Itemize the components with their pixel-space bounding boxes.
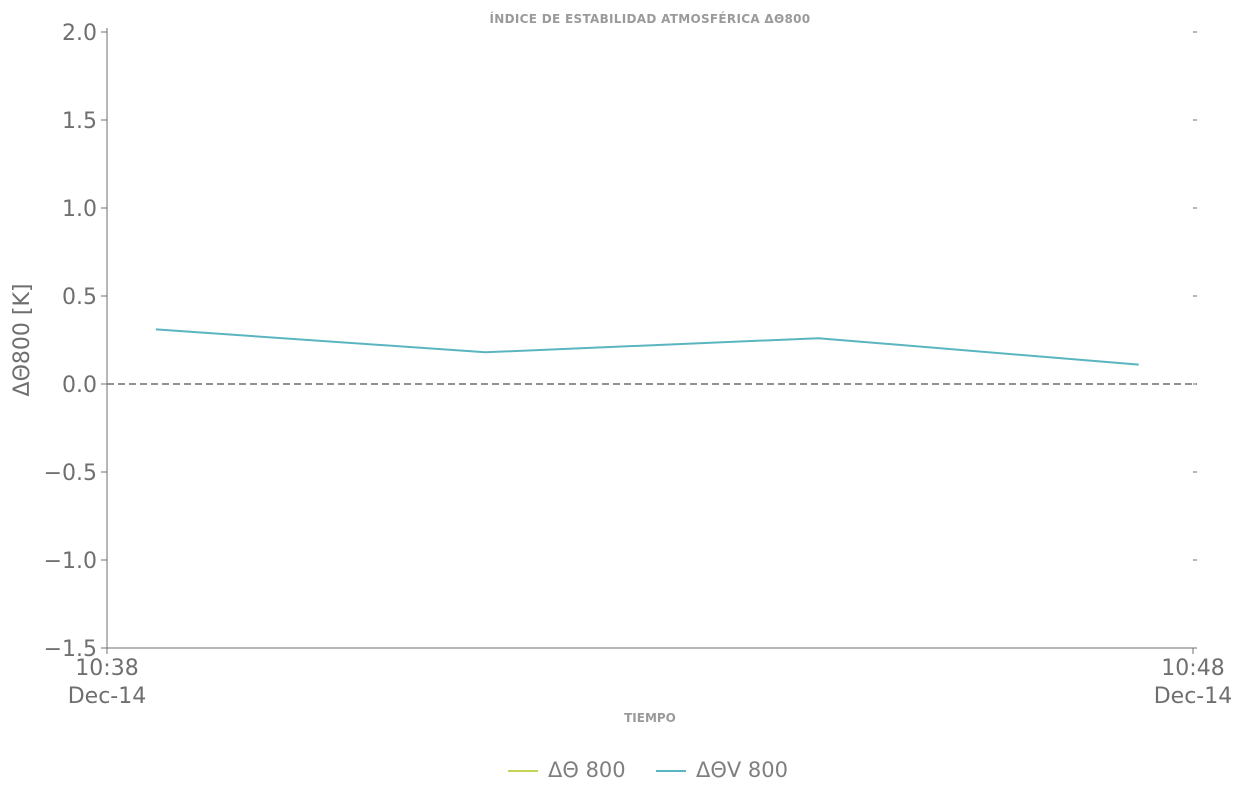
x-tick-label-date: Dec-14 bbox=[1154, 684, 1233, 709]
y-tick-label: 0.0 bbox=[62, 373, 97, 398]
x-tick-label-time: 10:48 bbox=[1161, 656, 1224, 681]
legend-label-dtheta800: ΔΘ 800 bbox=[548, 758, 626, 782]
y-tick-label: 1.5 bbox=[62, 109, 97, 134]
x-tick-label-date: Dec-14 bbox=[68, 684, 147, 709]
x-tick-label-time: 10:38 bbox=[75, 656, 138, 681]
x-axis-label: TIEMPO bbox=[624, 711, 676, 725]
y-tick-label: −1.5 bbox=[44, 637, 97, 662]
y-ticks: 2.0 1.5 1.0 0.5 0.0 −0.5 −1.0 −1.5 bbox=[44, 21, 1197, 662]
legend-label-dthetav800: ΔΘV 800 bbox=[696, 758, 788, 782]
y-axis-label: ΔΘ800 [K] bbox=[10, 284, 35, 397]
x-ticks: 10:38 Dec-14 10:48 Dec-14 bbox=[68, 648, 1233, 709]
series-line-1 bbox=[155, 328, 1139, 366]
y-tick-label: 0.5 bbox=[62, 285, 97, 310]
y-tick-label: 2.0 bbox=[62, 21, 97, 46]
series-layer bbox=[155, 328, 1139, 366]
y-tick-label: −1.0 bbox=[44, 549, 97, 574]
chart-title: ÍNDICE DE ESTABILIDAD ATMOSFÉRICA ΔΘ800 bbox=[490, 11, 811, 26]
y-tick-label: −0.5 bbox=[44, 461, 97, 486]
y-tick-label: 1.0 bbox=[62, 197, 97, 222]
legend: ΔΘ 800 ΔΘV 800 bbox=[508, 758, 788, 782]
